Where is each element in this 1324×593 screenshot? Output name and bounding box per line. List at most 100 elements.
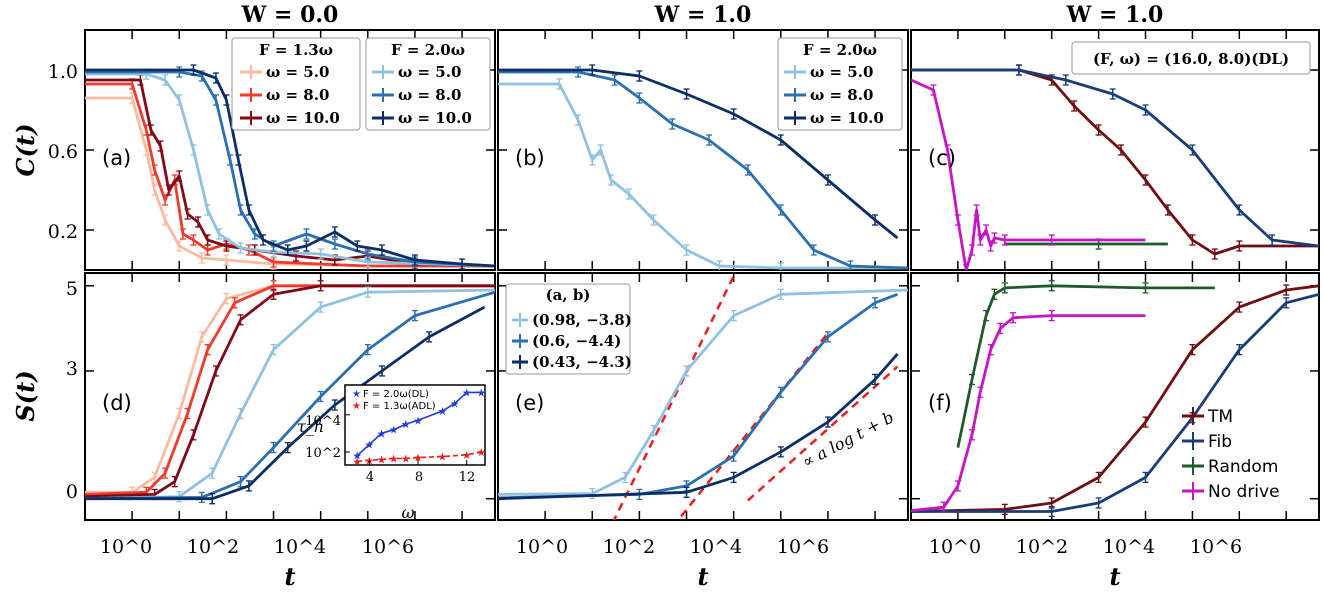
- inset-legend-star-blue: ★: [352, 389, 361, 400]
- inset-ytick-label: 10^4: [305, 414, 341, 429]
- inset-marker: ★: [389, 452, 399, 465]
- legend-entry: ω = 5.0: [266, 63, 329, 81]
- series-line: [911, 292, 1319, 513]
- legend-entry: (0.6, −4.4): [532, 332, 621, 350]
- panel-series-group: [85, 280, 495, 505]
- legend-panel-c: (F, ω) = (16.0, 8.0)(DL): [1071, 41, 1311, 75]
- inset-series-line: [357, 451, 482, 463]
- x-axis-title-3: t: [1109, 562, 1120, 591]
- legend-entry: ω = 10.0: [266, 109, 340, 127]
- top-ytick-label-1: 0.2: [48, 221, 78, 243]
- panel-series-group: [911, 280, 1319, 518]
- xtick-label: 10^4: [690, 536, 742, 558]
- inset-series-group: ★★★ ★ ★ ★★★★ ★★ ★ ★ ★ ★ ★ ★ ★ ★: [352, 386, 486, 468]
- panel-label-d: (d): [102, 391, 132, 415]
- top-ytick-label-3: 1.0: [48, 61, 78, 83]
- column-title-2: W = 1.0: [654, 2, 752, 28]
- xtick-label: 10^6: [1190, 536, 1242, 558]
- panel-f-frame: [910, 272, 1320, 521]
- inset-legend-entry: F = 2.0ω(DL): [363, 389, 429, 400]
- column-title-1: W = 0.0: [241, 2, 339, 28]
- series-line: [498, 352, 899, 501]
- panel-series-group: [498, 64, 908, 270]
- legend-panel-e: (a, b) (0.98, −3.8) (0.6, −4.4) (0.43, −…: [505, 283, 632, 375]
- inset-marker: ★: [377, 427, 387, 440]
- fit-line: [612, 275, 735, 520]
- inset-marker: ★: [450, 398, 460, 411]
- xtick-label: 10^4: [1103, 536, 1155, 558]
- inset-series-layer: ★★★ ★ ★ ★★★★ ★★ ★ ★ ★ ★ ★ ★ ★ ★: [345, 386, 486, 468]
- series-line: [85, 72, 495, 268]
- panel-d-frame: [84, 272, 496, 521]
- series-layer: [85, 64, 1319, 520]
- inset-marker: ★: [462, 449, 472, 462]
- legend-entry: ω = 8.0: [810, 86, 873, 104]
- column-title-3: W = 1.0: [1066, 2, 1164, 28]
- series-line: [911, 284, 1319, 513]
- legend-entry: ω = 8.0: [266, 86, 329, 104]
- legend-panel-a-red: F = 1.3ω ω = 5.0 ω = 8.0 ω = 10.0: [231, 37, 361, 131]
- inset-legend: ★ F = 2.0ω(DL) ★ F = 1.3ω(ADL): [352, 389, 436, 412]
- panel-label-b: (b): [515, 146, 545, 170]
- top-y-axis-title: C(t): [11, 124, 40, 177]
- inset-marker: ★: [413, 414, 423, 427]
- inset-series-line: [356, 391, 482, 457]
- xtick-label: 10^2: [1016, 536, 1068, 558]
- xtick-label: 10^6: [777, 536, 829, 558]
- series-line: [956, 284, 1215, 448]
- series-line: [911, 78, 1146, 270]
- legend-title: F = 2.0ω: [391, 41, 465, 59]
- panel-series-group: [85, 64, 495, 270]
- inset-marker: ★: [401, 452, 411, 465]
- legend-entry: ω = 10.0: [398, 109, 472, 127]
- xtick-label: 10^0: [516, 536, 568, 558]
- x-ticks-col-2: 10^0 10^2 10^4 10^6 t: [516, 536, 829, 591]
- inset-marker: ★: [377, 453, 387, 466]
- inset-xtick-label: 12: [459, 470, 476, 485]
- inset-legend-star-red: ★: [352, 401, 361, 412]
- x-axis-title-2: t: [697, 562, 708, 591]
- series-line: [498, 288, 908, 496]
- legend-title: (a, b): [546, 286, 591, 304]
- bottom-ytick-label-2: 3: [66, 358, 78, 380]
- series-line: [498, 82, 908, 270]
- legend-entry: No drive: [1208, 482, 1280, 502]
- series-line: [911, 68, 1319, 256]
- inset-marker: ★: [413, 452, 423, 465]
- bottom-y-axis-title: S(t): [11, 370, 40, 421]
- legend-entry: (0.43, −4.3): [532, 353, 632, 371]
- series-line: [85, 305, 486, 501]
- panel-label-c: (c): [928, 146, 956, 170]
- inset-marker: ★: [364, 439, 374, 452]
- inset-xtick-label: 4: [366, 470, 374, 485]
- legend-entry: Fib: [1208, 432, 1232, 452]
- bottom-ytick-label-3: 5: [66, 278, 78, 300]
- series-line: [85, 82, 495, 268]
- fit-annotation: ∝ a log t + b: [799, 407, 897, 471]
- panel-label-e: (e): [515, 391, 544, 415]
- legend-panel-a-blue: F = 2.0ω ω = 5.0 ω = 8.0 ω = 10.0: [365, 37, 491, 131]
- x-axis-title-1: t: [284, 562, 295, 591]
- legend-title: F = 1.3ω: [259, 41, 333, 59]
- fit-line: [747, 365, 899, 502]
- xtick-label: 10^0: [100, 536, 152, 558]
- legend-entry: TM: [1207, 407, 1233, 427]
- inset-marker: ★: [476, 446, 486, 459]
- inset-marker: ★: [352, 455, 362, 468]
- inset-marker: ★: [437, 405, 447, 418]
- top-ytick-label-2: 0.6: [48, 141, 78, 163]
- legend-entry: Random: [1208, 457, 1278, 477]
- inset-marker: ★: [462, 386, 472, 399]
- inset-marker: ★: [401, 418, 411, 431]
- series-line: [85, 284, 495, 496]
- panel-label-a: (a): [102, 146, 131, 170]
- inset-plot: ★★★ ★ ★ ★★★★ ★★ ★ ★ ★ ★ ★ ★ ★ ★ ★ F = 2.0ω(DL) ★ F =…: [297, 384, 486, 522]
- x-ticks-col-1: 10^0 10^2 10^4 10^6 t: [100, 536, 414, 591]
- xtick-label: 10^4: [274, 536, 326, 558]
- legend-entry: ω = 5.0: [398, 63, 461, 81]
- inset-marker: ★: [389, 424, 399, 437]
- inset-ylabel: τ_h: [297, 417, 324, 436]
- series-line: [911, 68, 1319, 248]
- inset-marker: ★: [476, 386, 486, 399]
